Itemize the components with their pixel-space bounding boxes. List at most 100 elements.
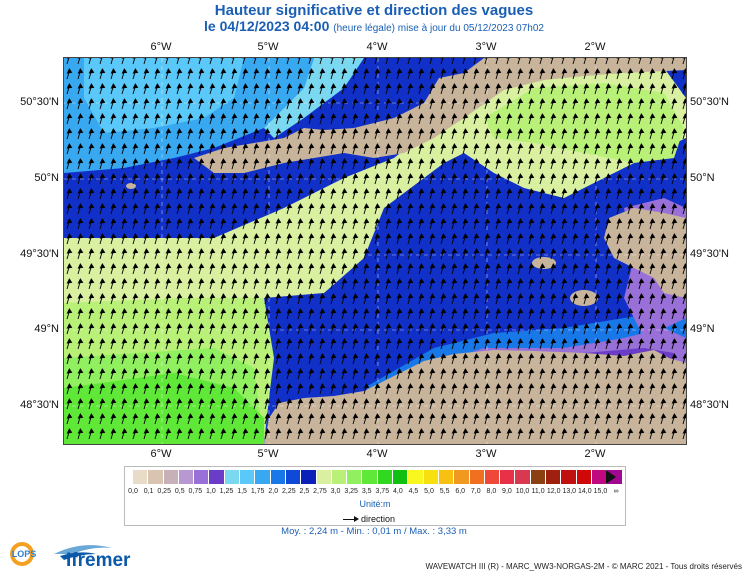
lat-tick-left: 50°N bbox=[34, 172, 59, 184]
lon-tick-top: 4°W bbox=[366, 41, 388, 53]
color-swatch bbox=[546, 470, 562, 484]
color-scale-labels: 0,0 0,1 0,25 0,5 0,75 1,0 1,25 1,5 1,75 2,0 2,25 2,… bbox=[125, 488, 625, 498]
lon-tick-bottom: 6°W bbox=[150, 448, 172, 460]
unit-label: Unité:m bbox=[359, 499, 391, 509]
scale-label: 14,0 bbox=[578, 488, 592, 495]
color-swatch bbox=[194, 470, 210, 484]
update-note: (heure légale) mise à jour du 05/12/2023… bbox=[333, 23, 544, 34]
color-swatch bbox=[209, 470, 225, 484]
lon-tick-top: 6°W bbox=[150, 41, 172, 53]
color-swatch bbox=[362, 470, 378, 484]
scale-label: 2,5 bbox=[299, 488, 310, 495]
color-swatch bbox=[484, 470, 501, 484]
ifremer-logo-text: Ifremer bbox=[66, 550, 131, 571]
lon-tick-top: 5°W bbox=[257, 41, 279, 53]
scale-label: 5,0 bbox=[424, 488, 434, 495]
lon-tick-top: 2°W bbox=[584, 41, 606, 53]
color-swatch bbox=[423, 470, 439, 484]
scale-label: 0,75 bbox=[188, 488, 203, 495]
color-swatch bbox=[301, 470, 317, 484]
statistics: Moy. : 2,24 m - Min. : 0,01 m / Max. : 3… bbox=[281, 526, 467, 537]
color-swatch bbox=[530, 470, 547, 484]
color-scale-bar bbox=[133, 470, 623, 484]
scale-label: 9,0 bbox=[502, 488, 512, 495]
scale-label: 3,5 bbox=[361, 488, 372, 495]
legend-arrowhead-icon bbox=[606, 470, 616, 484]
scale-label: 0,25 bbox=[157, 488, 171, 495]
scale-label: 1,75 bbox=[250, 488, 265, 495]
scale-label: 13,0 bbox=[562, 488, 577, 495]
scale-label: 4,0 bbox=[392, 488, 403, 495]
wave-direction-arrows bbox=[66, 58, 686, 440]
color-swatch bbox=[178, 470, 195, 484]
color-swatch bbox=[561, 470, 577, 484]
scale-label: 5,5 bbox=[439, 488, 450, 495]
lon-tick-bottom: 2°W bbox=[584, 448, 606, 460]
color-swatch bbox=[255, 470, 271, 484]
scale-label: 3,25 bbox=[344, 488, 358, 495]
arrow-icon bbox=[343, 516, 359, 523]
scale-label: ∞ bbox=[613, 488, 619, 495]
color-swatch bbox=[347, 470, 363, 484]
color-scale-legend: 0,0 0,1 0,25 0,5 0,75 1,0 1,25 1,5 1,75 2,0 2,25 2,… bbox=[124, 466, 626, 526]
scale-label: 3,0 bbox=[330, 488, 341, 495]
color-swatch bbox=[224, 470, 241, 484]
color-swatch bbox=[163, 470, 179, 484]
lon-tick-bottom: 5°W bbox=[257, 448, 279, 460]
scale-label: 15,0 bbox=[593, 488, 608, 495]
lops-logo: LOPS bbox=[4, 540, 44, 570]
lat-tick-right: 50°30'N bbox=[690, 96, 729, 108]
color-swatch bbox=[393, 470, 409, 484]
wave-height-map bbox=[63, 57, 687, 445]
color-swatch bbox=[316, 470, 332, 484]
scale-label: 1,5 bbox=[237, 488, 247, 495]
scale-label: 12,0 bbox=[546, 488, 561, 495]
color-swatch bbox=[500, 470, 516, 484]
scale-label: 4,5 bbox=[408, 488, 419, 495]
direction-legend: direction bbox=[343, 514, 395, 524]
color-swatch bbox=[408, 470, 424, 484]
scale-label: 1,0 bbox=[206, 488, 216, 495]
scale-label: 2,0 bbox=[268, 488, 279, 495]
lops-logo-text: LOPS bbox=[12, 549, 37, 559]
lat-tick-left: 49°N bbox=[34, 323, 59, 335]
color-swatch bbox=[240, 470, 256, 484]
scale-label: 2,75 bbox=[313, 488, 327, 495]
scale-label: 1,25 bbox=[219, 488, 234, 495]
lon-tick-top: 3°W bbox=[475, 41, 497, 53]
scale-label: 3,75 bbox=[375, 488, 390, 495]
lat-tick-right: 48°30'N bbox=[690, 399, 729, 411]
color-swatch bbox=[576, 470, 592, 484]
color-swatch bbox=[454, 470, 470, 484]
color-swatch bbox=[331, 470, 348, 484]
color-swatch bbox=[133, 470, 149, 484]
scale-label: 0,1 bbox=[143, 488, 154, 495]
lon-tick-bottom: 4°W bbox=[366, 448, 388, 460]
map-canvas bbox=[64, 58, 686, 444]
map-title: Hauteur significative et direction des v… bbox=[214, 2, 534, 19]
lat-tick-right: 49°N bbox=[690, 323, 715, 335]
color-swatch bbox=[515, 470, 531, 484]
scale-label: 7,0 bbox=[470, 488, 481, 495]
scale-label: 10,0 bbox=[515, 488, 530, 495]
color-swatch bbox=[438, 470, 455, 484]
color-swatch bbox=[377, 470, 394, 484]
lat-tick-right: 50°N bbox=[690, 172, 715, 184]
color-swatch bbox=[469, 470, 485, 484]
scale-label: 11,0 bbox=[531, 488, 545, 495]
ifremer-logo: Ifremer bbox=[52, 540, 142, 574]
lat-tick-left: 50°30'N bbox=[20, 96, 59, 108]
color-swatch bbox=[148, 470, 164, 484]
map-subtitle: le 04/12/2023 04:00 (heure légale) mise … bbox=[0, 18, 748, 34]
scale-label: 2,25 bbox=[281, 488, 296, 495]
scale-label: 0,5 bbox=[174, 488, 185, 495]
footer-credits: WAVEWATCH III (R) - MARC_WW3-NORGAS-2M -… bbox=[425, 562, 742, 571]
scale-label: 6,0 bbox=[455, 488, 466, 495]
scale-label: 0,0 bbox=[128, 488, 138, 495]
color-swatch bbox=[591, 470, 608, 484]
direction-label: direction bbox=[361, 514, 396, 524]
forecast-date: le 04/12/2023 04:00 bbox=[204, 18, 330, 34]
scale-label: 8,0 bbox=[486, 488, 497, 495]
lat-tick-left: 48°30'N bbox=[20, 399, 59, 411]
lat-tick-left: 49°30'N bbox=[20, 248, 59, 260]
